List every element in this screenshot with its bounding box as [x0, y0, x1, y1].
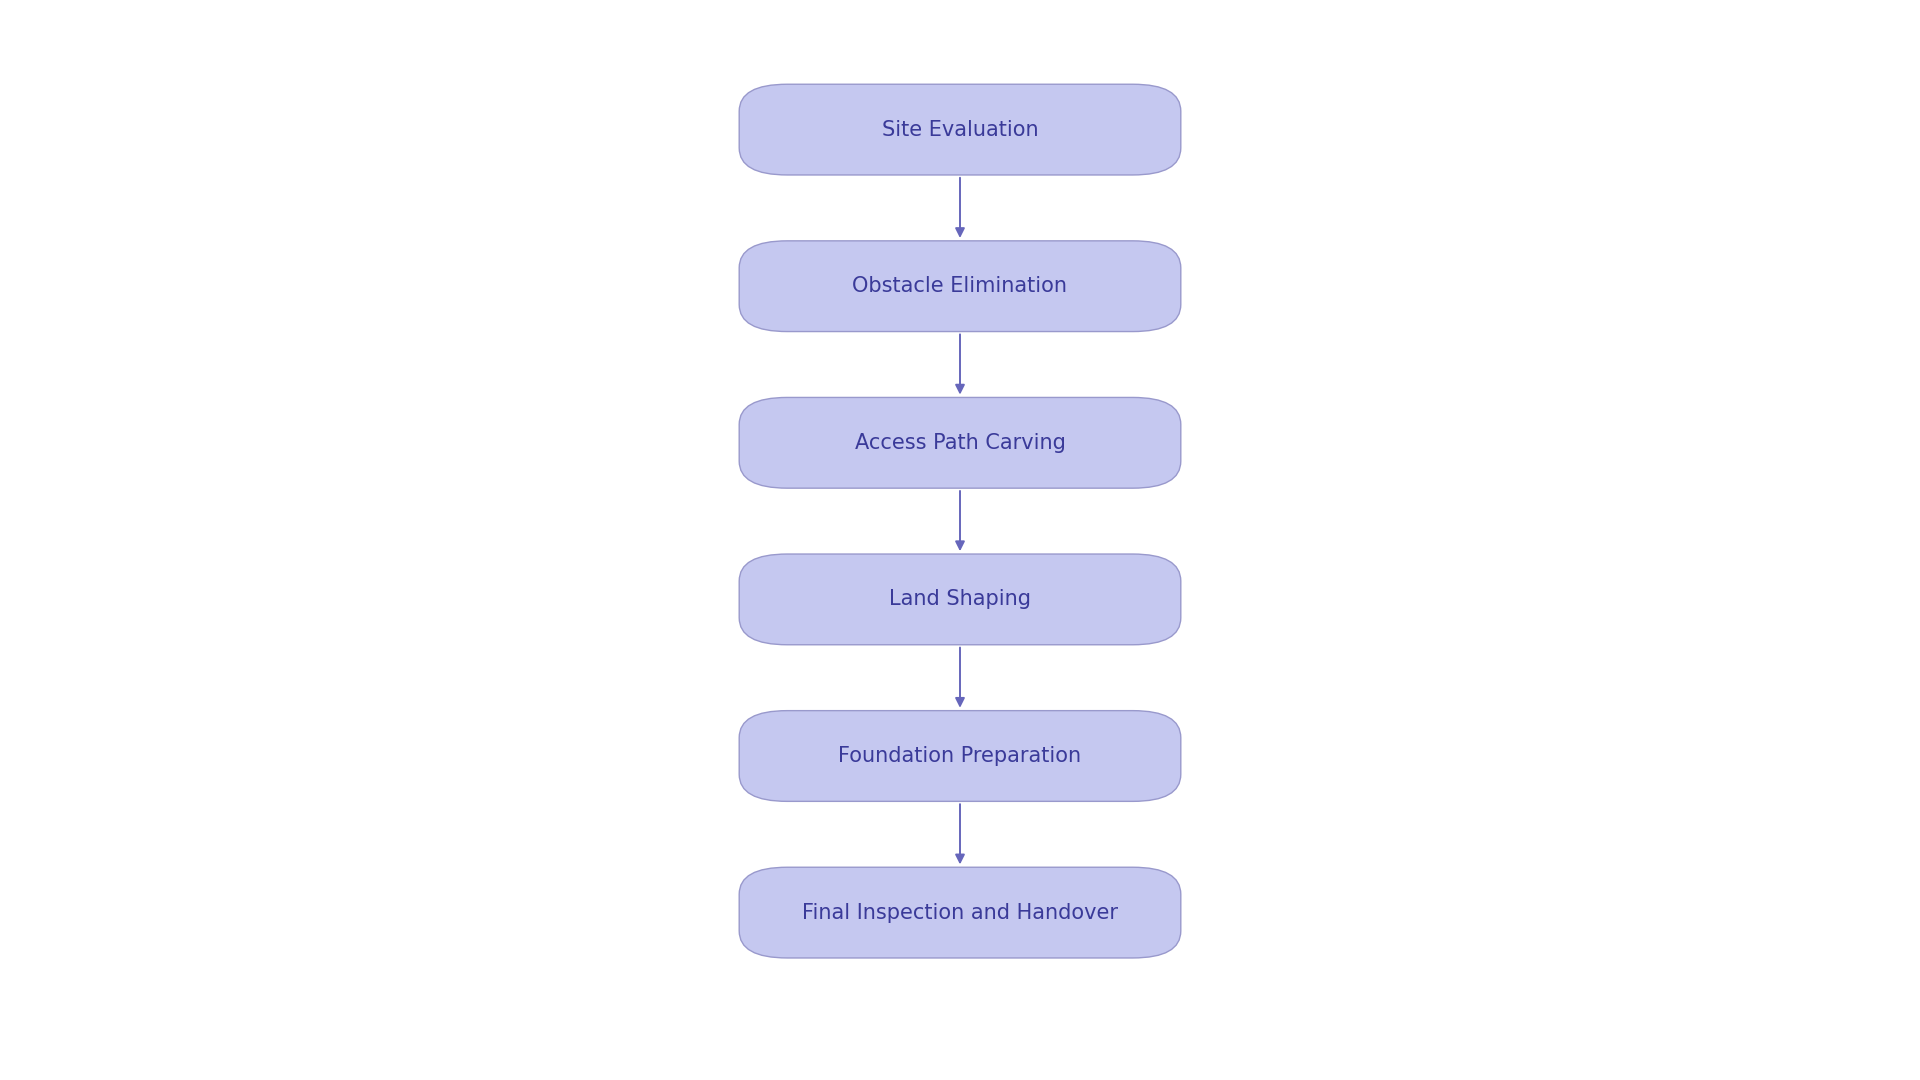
- Text: Foundation Preparation: Foundation Preparation: [839, 746, 1081, 766]
- FancyBboxPatch shape: [739, 867, 1181, 958]
- Text: Land Shaping: Land Shaping: [889, 590, 1031, 609]
- FancyBboxPatch shape: [739, 397, 1181, 488]
- FancyBboxPatch shape: [739, 241, 1181, 332]
- Text: Access Path Carving: Access Path Carving: [854, 433, 1066, 453]
- Text: Obstacle Elimination: Obstacle Elimination: [852, 276, 1068, 296]
- FancyBboxPatch shape: [739, 554, 1181, 645]
- FancyBboxPatch shape: [739, 711, 1181, 801]
- Text: Final Inspection and Handover: Final Inspection and Handover: [803, 903, 1117, 922]
- FancyBboxPatch shape: [739, 84, 1181, 175]
- Text: Site Evaluation: Site Evaluation: [881, 120, 1039, 139]
